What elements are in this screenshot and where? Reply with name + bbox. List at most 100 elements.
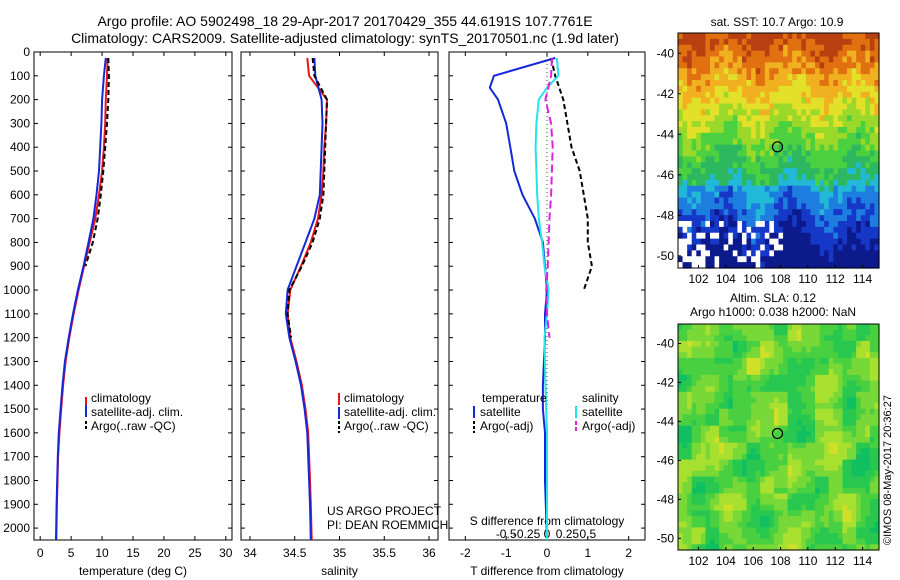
map-cell [842, 487, 848, 495]
map-cell [787, 448, 793, 455]
map-cell [728, 482, 734, 489]
map-cell [751, 369, 757, 376]
map-cell [691, 453, 697, 461]
map-cell [778, 179, 784, 187]
map-cell [815, 391, 821, 399]
map-cell [764, 156, 770, 163]
map-cell [865, 127, 871, 134]
map-cell [678, 103, 684, 110]
map-cell [847, 335, 853, 342]
map-cell [709, 487, 716, 495]
map-cell [874, 97, 880, 105]
map-cell [751, 527, 757, 534]
map-cell [828, 493, 834, 500]
map-cell [719, 215, 725, 222]
x-tick-label: 2 [625, 546, 632, 560]
map-cell [787, 397, 793, 404]
map-cell [728, 544, 734, 551]
map-cell [824, 533, 830, 540]
map-cell [778, 482, 784, 489]
map-cell [860, 420, 866, 427]
map-cell [828, 357, 834, 365]
map-cell [678, 420, 684, 427]
map-cell [760, 56, 766, 63]
map-cell [700, 226, 707, 234]
salinity-legend: climatology satellite-adj. clim. Argo(..… [338, 391, 436, 433]
map-cell [842, 493, 848, 500]
map-cell [700, 203, 707, 210]
map-cell [723, 386, 729, 393]
map-cell [833, 329, 839, 336]
map-cell [801, 391, 807, 399]
map-cell [837, 442, 844, 449]
map-cell [801, 62, 807, 69]
map-cell [833, 121, 839, 128]
map-cell [719, 91, 725, 99]
map-cell [874, 68, 880, 75]
map-cell [746, 109, 752, 116]
map-cell [805, 127, 812, 134]
map-cell [682, 324, 688, 331]
map-cell [828, 482, 834, 489]
map-cell [783, 250, 789, 257]
map-cell [787, 380, 793, 387]
map-cell [801, 453, 807, 461]
map-cell [787, 44, 793, 52]
map-cell [732, 363, 738, 370]
map-cell [842, 374, 848, 382]
map-cell [851, 453, 857, 461]
map-cell [865, 521, 871, 528]
map-cell [865, 391, 871, 399]
map-cell [851, 174, 857, 181]
map-cell [783, 363, 789, 370]
map-cell [705, 244, 711, 251]
map-cell [705, 80, 711, 87]
map-cell [856, 68, 862, 75]
map-cell [732, 115, 738, 122]
map-cell [764, 115, 770, 122]
map-cell [837, 191, 844, 199]
map-cell [805, 420, 812, 427]
map-cell [805, 470, 812, 478]
map-cell [796, 397, 802, 404]
map-cell [764, 527, 770, 534]
map-cell [741, 369, 748, 376]
map-cell [769, 203, 775, 210]
series-line [550, 57, 593, 291]
map-cell [764, 504, 770, 512]
map-cell [815, 533, 821, 540]
map-cell [737, 329, 743, 336]
map-cell [847, 203, 853, 210]
map-cell [737, 156, 743, 163]
map-cell [847, 425, 853, 432]
map-cell [773, 499, 780, 506]
map-cell [860, 109, 866, 116]
map-cell [819, 38, 825, 46]
map-cell [796, 226, 802, 234]
map-cell [760, 357, 766, 365]
map-cell [792, 403, 798, 410]
map-cell [682, 232, 688, 240]
map-cell [760, 476, 766, 483]
map-cell [819, 68, 825, 75]
y-tick-label: 100 [10, 69, 30, 83]
map-cell [691, 533, 697, 540]
map-cell [700, 109, 707, 116]
map-cell [691, 425, 697, 432]
map-cell [851, 226, 857, 234]
map-cell [783, 487, 789, 495]
map-cell [860, 215, 866, 222]
map-cell [810, 380, 816, 387]
map-cell [828, 538, 834, 545]
map-cell [869, 44, 876, 52]
map-cell [773, 329, 780, 336]
map-cell [796, 329, 802, 336]
map-cell [769, 414, 775, 421]
map-cell [719, 340, 725, 348]
map-cell [778, 50, 784, 58]
map-cell [828, 431, 834, 438]
map-cell [732, 340, 738, 348]
map-cell [815, 191, 821, 199]
map-cell [764, 352, 770, 359]
map-cell [741, 115, 748, 122]
